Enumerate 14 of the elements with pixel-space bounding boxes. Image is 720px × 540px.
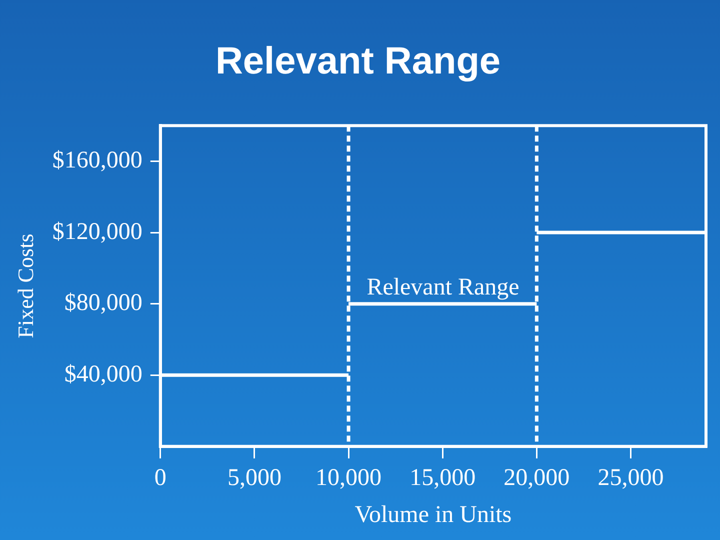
x-tick-label: 25,000 <box>598 465 664 492</box>
y-axis-title: Fixed Costs <box>12 234 38 338</box>
y-tick-label: $160,000 <box>52 148 142 174</box>
x-tick-label: 20,000 <box>504 465 570 492</box>
x-tick-label: 0 <box>154 465 166 492</box>
chart-title: Relevant Range <box>215 40 501 82</box>
y-tick-label: $80,000 <box>64 290 142 316</box>
x-tick-label: 5,000 <box>227 465 282 492</box>
annotation: Relevant Range <box>366 274 520 300</box>
y-tick-label: $40,000 <box>64 361 142 388</box>
x-axis-title: Volume in Units <box>354 502 512 528</box>
y-tick-label: $120,000 <box>52 218 142 245</box>
x-tick-label: 15,000 <box>410 465 476 492</box>
x-tick-label: 10,000 <box>316 465 382 492</box>
